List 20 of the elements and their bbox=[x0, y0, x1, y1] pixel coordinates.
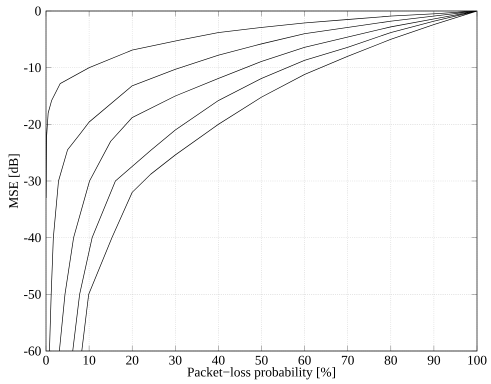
x-tick-label: 100 bbox=[468, 356, 487, 365]
x-tick-label: 90 bbox=[428, 356, 440, 365]
x-tick-label: 0 bbox=[43, 356, 49, 365]
y-tick-label: -50 bbox=[24, 290, 41, 299]
y-tick-label: -20 bbox=[24, 120, 41, 129]
x-tick-label: 50 bbox=[256, 356, 268, 365]
y-tick-label: -30 bbox=[24, 176, 41, 186]
x-tick-label: 10 bbox=[84, 356, 96, 365]
x-tick-label: 70 bbox=[342, 356, 354, 365]
y-tick-label: 0 bbox=[35, 6, 41, 16]
x-tick-label: 80 bbox=[384, 356, 397, 365]
x-tick-label: 20 bbox=[126, 356, 138, 365]
y-tick-label: -10 bbox=[24, 63, 41, 72]
x-axis-title: Packet−loss probability [%] bbox=[187, 367, 336, 380]
y-axis-title: MSE [dB] bbox=[8, 154, 20, 208]
y-tick-label: -60 bbox=[24, 346, 41, 356]
x-tick-label: 40 bbox=[212, 356, 225, 365]
y-tick-label: -40 bbox=[24, 233, 41, 242]
x-tick-label: 60 bbox=[298, 356, 311, 365]
x-tick-label: 30 bbox=[169, 356, 182, 365]
